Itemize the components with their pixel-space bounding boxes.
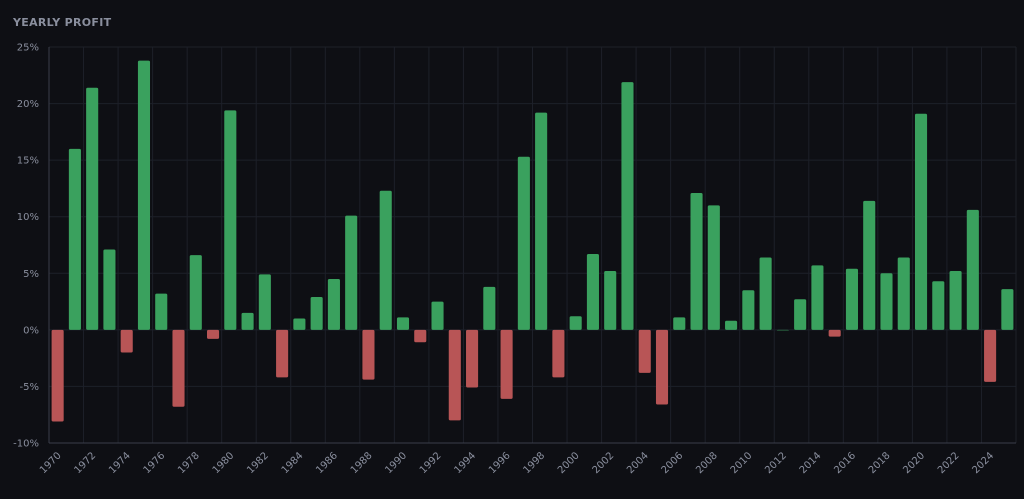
y-tick-label: 20% — [17, 99, 39, 110]
bar-2003[interactable] — [621, 82, 634, 330]
x-tick-label: 2012 — [763, 450, 789, 476]
bar-1991[interactable] — [414, 329, 427, 343]
bar-1981[interactable] — [241, 312, 254, 330]
bar-2025[interactable] — [1001, 289, 1014, 330]
bar-1972[interactable] — [86, 87, 99, 330]
bar-2012[interactable] — [776, 329, 789, 331]
x-tick-label: 2024 — [970, 450, 996, 476]
bar-2011[interactable] — [759, 257, 772, 330]
y-tick-label: 0% — [23, 325, 39, 336]
x-tick-label: 1994 — [452, 450, 478, 476]
x-tick-label: 2018 — [867, 450, 893, 476]
bar-1995[interactable] — [483, 286, 496, 330]
y-tick-label: 5% — [23, 269, 39, 280]
bar-1982[interactable] — [258, 274, 271, 330]
bar-2010[interactable] — [742, 290, 755, 330]
bar-1970[interactable] — [51, 329, 64, 422]
x-tick-label: 1982 — [245, 450, 271, 476]
x-tick-label: 1970 — [38, 450, 64, 476]
chart-title: YEARLY PROFIT — [13, 16, 112, 29]
bar-2019[interactable] — [897, 257, 910, 330]
bar-1994[interactable] — [466, 329, 479, 388]
x-tick-label: 2004 — [625, 450, 651, 476]
bar-1983[interactable] — [276, 329, 289, 378]
bars — [51, 60, 1014, 422]
x-tick-label: 1988 — [349, 450, 375, 476]
bar-1973[interactable] — [103, 249, 116, 330]
x-tick-label: 1972 — [73, 450, 99, 476]
x-tick-label: 2008 — [694, 450, 720, 476]
bar-1987[interactable] — [345, 215, 358, 330]
bar-2022[interactable] — [949, 271, 962, 330]
bar-1979[interactable] — [207, 329, 220, 339]
bar-1989[interactable] — [379, 190, 392, 330]
x-tick-label: 2014 — [798, 450, 824, 476]
bar-2007[interactable] — [690, 192, 703, 330]
y-tick-label: -10% — [13, 439, 39, 450]
bar-2002[interactable] — [604, 271, 617, 330]
bar-1998[interactable] — [535, 112, 548, 330]
x-tick-label: 1990 — [383, 450, 409, 476]
bar-1971[interactable] — [68, 148, 81, 330]
x-tick-label: 1986 — [314, 450, 340, 476]
x-tick-label: 2002 — [591, 450, 617, 476]
x-tick-label: 1980 — [211, 450, 237, 476]
bar-2004[interactable] — [638, 329, 651, 373]
x-tick-label: 2020 — [901, 450, 927, 476]
bar-1985[interactable] — [310, 297, 323, 330]
bar-2001[interactable] — [586, 254, 599, 330]
x-axis-ticks: 1970 1972 1974 1976 1978 1980 1982 1984 1986 1988… — [38, 450, 996, 476]
bar-2023[interactable] — [966, 209, 979, 330]
y-tick-label: 25% — [17, 43, 39, 54]
bar-2000[interactable] — [569, 316, 582, 330]
bar-1999[interactable] — [552, 329, 565, 378]
y-tick-label: 15% — [17, 156, 39, 167]
y-axis-ticks: 25% 20% 15% 10% 5% 0% -5% -10% — [13, 43, 39, 450]
bar-1978[interactable] — [189, 255, 202, 330]
bar-2005[interactable] — [655, 329, 669, 405]
bar-1986[interactable] — [327, 278, 340, 330]
bar-2024[interactable] — [984, 329, 997, 382]
x-tick-label: 1984 — [280, 450, 306, 476]
bar-1977[interactable] — [172, 329, 185, 407]
grid-lines — [48, 46, 1017, 444]
x-tick-label: 2010 — [729, 450, 755, 476]
x-tick-label: 2006 — [660, 450, 686, 476]
bar-2006[interactable] — [673, 317, 686, 330]
bar-1988[interactable] — [362, 329, 375, 380]
x-tick-label: 1976 — [142, 450, 168, 476]
x-tick-label: 1974 — [107, 450, 133, 476]
x-tick-label: 1998 — [521, 450, 547, 476]
bar-1976[interactable] — [155, 293, 168, 330]
bar-1975[interactable] — [137, 60, 151, 330]
bar-2015[interactable] — [828, 329, 841, 337]
bar-2013[interactable] — [794, 299, 807, 330]
axes — [48, 47, 1016, 444]
bar-1974[interactable] — [120, 329, 133, 353]
x-tick-label: 1992 — [418, 450, 444, 476]
bar-2020[interactable] — [914, 113, 928, 330]
bar-1992[interactable] — [431, 301, 444, 330]
x-tick-label: 2022 — [936, 450, 962, 476]
bar-1984[interactable] — [293, 318, 306, 330]
bar-1996[interactable] — [500, 329, 513, 399]
x-tick-label: 1996 — [487, 450, 513, 476]
y-tick-label: 10% — [17, 212, 39, 223]
bar-2009[interactable] — [725, 320, 738, 330]
x-tick-label: 2000 — [556, 450, 582, 476]
bar-1980[interactable] — [224, 110, 237, 330]
bar-1990[interactable] — [396, 317, 410, 330]
bar-1997[interactable] — [517, 156, 530, 330]
bar-2017[interactable] — [863, 200, 876, 330]
bar-2021[interactable] — [932, 281, 945, 330]
bar-2014[interactable] — [811, 265, 824, 330]
x-tick-label: 1978 — [176, 450, 202, 476]
bar-2018[interactable] — [880, 273, 893, 330]
y-tick-label: -5% — [20, 382, 39, 393]
bar-2008[interactable] — [707, 205, 720, 330]
bar-1993[interactable] — [448, 329, 461, 421]
x-tick-label: 2016 — [832, 450, 858, 476]
bar-2016[interactable] — [845, 268, 858, 330]
